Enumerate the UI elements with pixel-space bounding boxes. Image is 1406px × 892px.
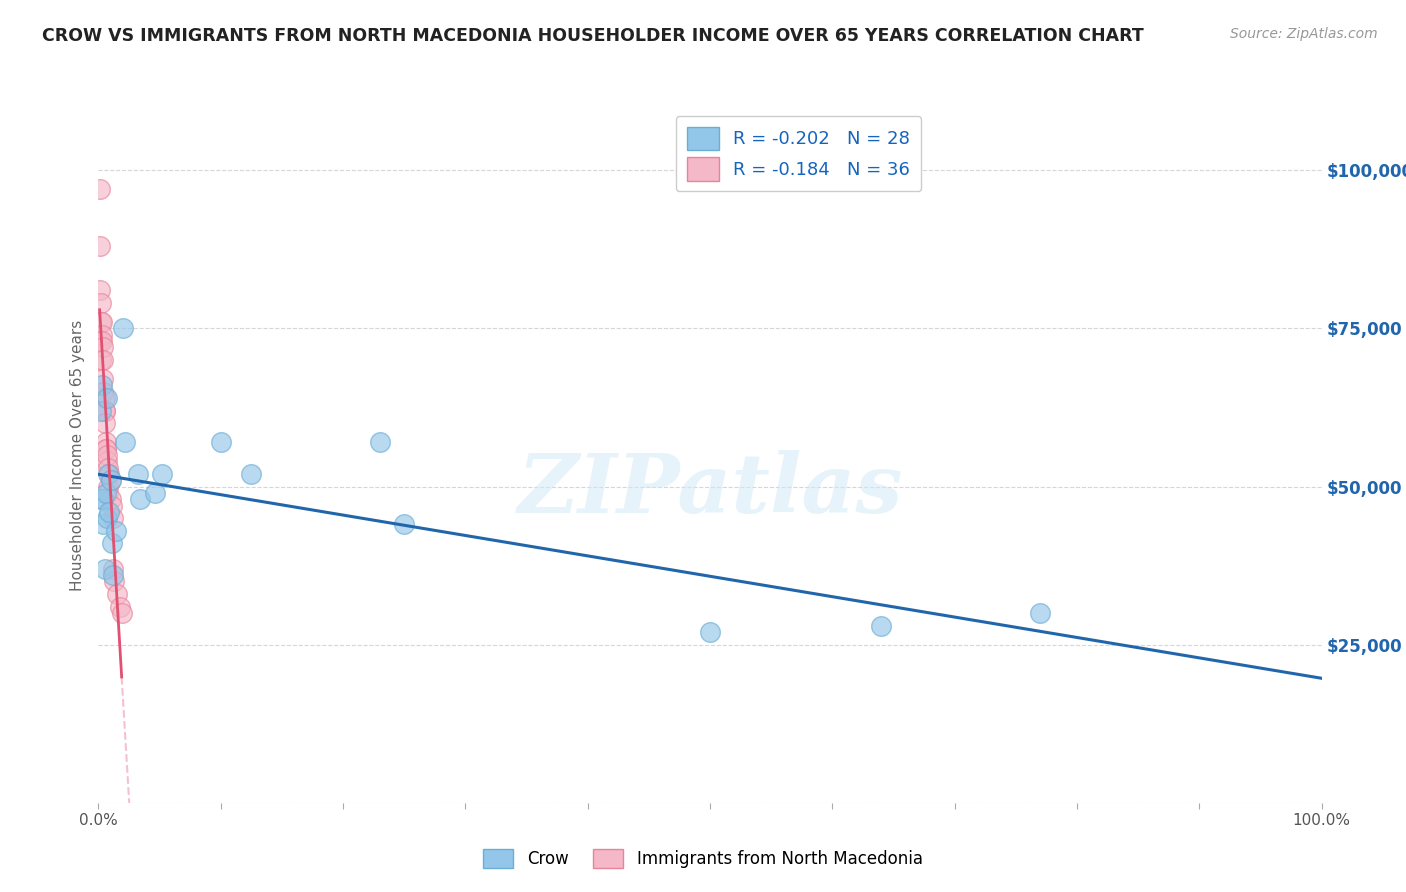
Point bbox=[94, 442, 117, 456]
Point bbox=[91, 517, 114, 532]
Point bbox=[150, 467, 173, 481]
Point bbox=[114, 435, 136, 450]
Point bbox=[90, 315, 112, 329]
Text: CROW VS IMMIGRANTS FROM NORTH MACEDONIA HOUSEHOLDER INCOME OVER 65 YEARS CORRELA: CROW VS IMMIGRANTS FROM NORTH MACEDONIA … bbox=[42, 27, 1144, 45]
Point bbox=[91, 492, 114, 507]
Point bbox=[91, 384, 114, 399]
Point bbox=[101, 499, 124, 513]
Point bbox=[101, 536, 124, 550]
Point bbox=[97, 479, 120, 493]
Point bbox=[96, 448, 118, 462]
Point bbox=[100, 492, 122, 507]
Point bbox=[91, 378, 114, 392]
Point bbox=[93, 417, 115, 431]
Point bbox=[143, 486, 166, 500]
Point bbox=[91, 340, 114, 354]
Point bbox=[101, 511, 124, 525]
Point bbox=[89, 239, 111, 253]
Point bbox=[105, 587, 128, 601]
Text: ZIPatlas: ZIPatlas bbox=[517, 450, 903, 530]
Point bbox=[91, 315, 114, 329]
Point bbox=[97, 460, 120, 475]
Point bbox=[870, 618, 893, 632]
Point bbox=[98, 467, 121, 481]
Point bbox=[90, 296, 112, 310]
Point bbox=[96, 511, 118, 525]
Point bbox=[93, 562, 115, 576]
Point bbox=[127, 467, 149, 481]
Point bbox=[392, 517, 416, 532]
Point bbox=[89, 492, 111, 507]
Point bbox=[89, 284, 111, 298]
Point bbox=[91, 334, 114, 348]
Point bbox=[1029, 606, 1052, 620]
Point bbox=[90, 403, 112, 417]
Point bbox=[91, 327, 114, 342]
Point bbox=[94, 435, 117, 450]
Point bbox=[110, 599, 132, 614]
Point bbox=[103, 574, 125, 589]
Point bbox=[101, 568, 124, 582]
Y-axis label: Householder Income Over 65 years: Householder Income Over 65 years bbox=[70, 319, 86, 591]
Point bbox=[111, 606, 134, 620]
Point bbox=[101, 562, 124, 576]
Point bbox=[91, 353, 114, 368]
Point bbox=[93, 391, 115, 405]
Text: Source: ZipAtlas.com: Source: ZipAtlas.com bbox=[1230, 27, 1378, 41]
Point bbox=[94, 486, 117, 500]
Point bbox=[97, 467, 120, 481]
Point bbox=[699, 625, 721, 640]
Point bbox=[97, 486, 120, 500]
Point bbox=[94, 442, 117, 456]
Point bbox=[129, 492, 152, 507]
Point bbox=[368, 435, 391, 450]
Legend: Crow, Immigrants from North Macedonia: Crow, Immigrants from North Macedonia bbox=[477, 842, 929, 875]
Point bbox=[96, 454, 118, 468]
Point bbox=[91, 372, 114, 386]
Point bbox=[90, 353, 112, 368]
Point bbox=[98, 505, 121, 519]
Point bbox=[93, 403, 115, 417]
Point bbox=[100, 473, 122, 487]
Point bbox=[89, 334, 111, 348]
Point bbox=[104, 524, 127, 538]
Point bbox=[89, 182, 111, 196]
Point bbox=[209, 435, 232, 450]
Legend: R = -0.202   N = 28, R = -0.184   N = 36: R = -0.202 N = 28, R = -0.184 N = 36 bbox=[676, 116, 921, 192]
Point bbox=[111, 321, 134, 335]
Point bbox=[93, 403, 115, 417]
Point bbox=[96, 391, 118, 405]
Point bbox=[240, 467, 263, 481]
Point bbox=[100, 473, 122, 487]
